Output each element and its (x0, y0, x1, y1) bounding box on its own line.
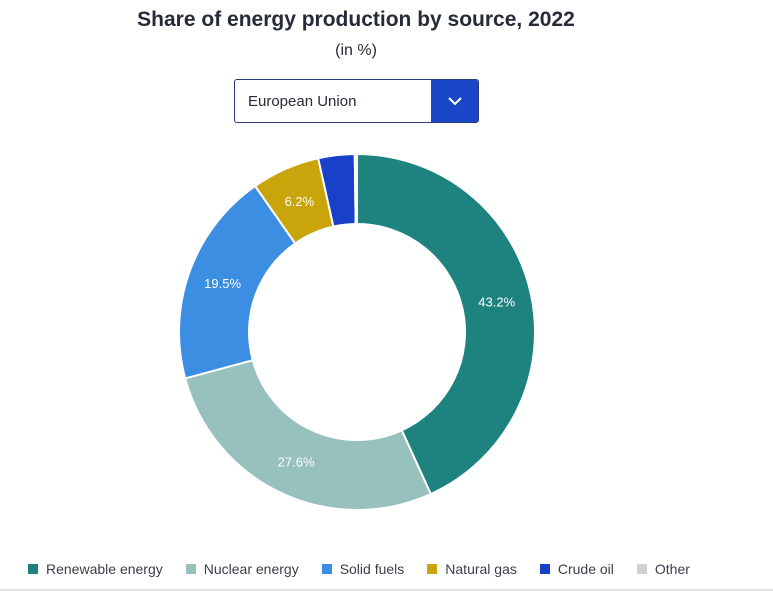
legend-swatch (427, 564, 438, 574)
legend-swatch (321, 564, 332, 574)
country-select-value: European Union (248, 92, 357, 110)
data-label-natural-gas: 6.2% (285, 194, 315, 209)
slice-nuclear-energy[interactable] (183, 358, 433, 511)
legend-item-renewable-energy[interactable]: Renewable energy (28, 561, 163, 577)
donut-chart: 43.2% 27.6% 19.5% 6.2% (178, 152, 536, 511)
legend-swatch (636, 564, 647, 574)
legend-swatch (539, 564, 550, 574)
chevron-down-icon (447, 97, 462, 106)
legend-label: Solid fuels (339, 561, 405, 577)
legend-label: Other (654, 561, 690, 577)
legend-label: Renewable energy (46, 561, 163, 577)
slice-renewable-energy[interactable] (356, 152, 536, 496)
data-label-nuclear-energy: 27.6% (278, 454, 315, 469)
country-select-button[interactable] (431, 80, 478, 122)
legend-swatch (28, 564, 38, 574)
slice-other[interactable] (353, 152, 358, 226)
legend-swatch (185, 564, 196, 574)
legend-item-other[interactable]: Other (636, 561, 690, 577)
data-label-renewable-energy: 43.2% (478, 295, 515, 310)
legend-item-crude-oil[interactable]: Crude oil (539, 561, 614, 577)
legend-item-solid-fuels[interactable]: Solid fuels (321, 561, 405, 577)
legend-item-nuclear-energy[interactable]: Nuclear energy (185, 561, 299, 577)
country-select[interactable]: European Union (234, 79, 479, 123)
chart-legend: Renewable energy Nuclear energy Solid fuel… (28, 560, 713, 578)
chart-subtitle: (in %) (335, 42, 377, 59)
chart-title: Share of energy production by source, 20… (137, 8, 575, 31)
legend-label: Nuclear energy (203, 561, 299, 577)
legend-label: Natural gas (445, 561, 517, 577)
bottom-divider (0, 589, 773, 591)
legend-label: Crude oil (557, 561, 614, 577)
legend-item-natural-gas[interactable]: Natural gas (427, 561, 517, 577)
data-label-solid-fuels: 19.5% (204, 276, 241, 291)
